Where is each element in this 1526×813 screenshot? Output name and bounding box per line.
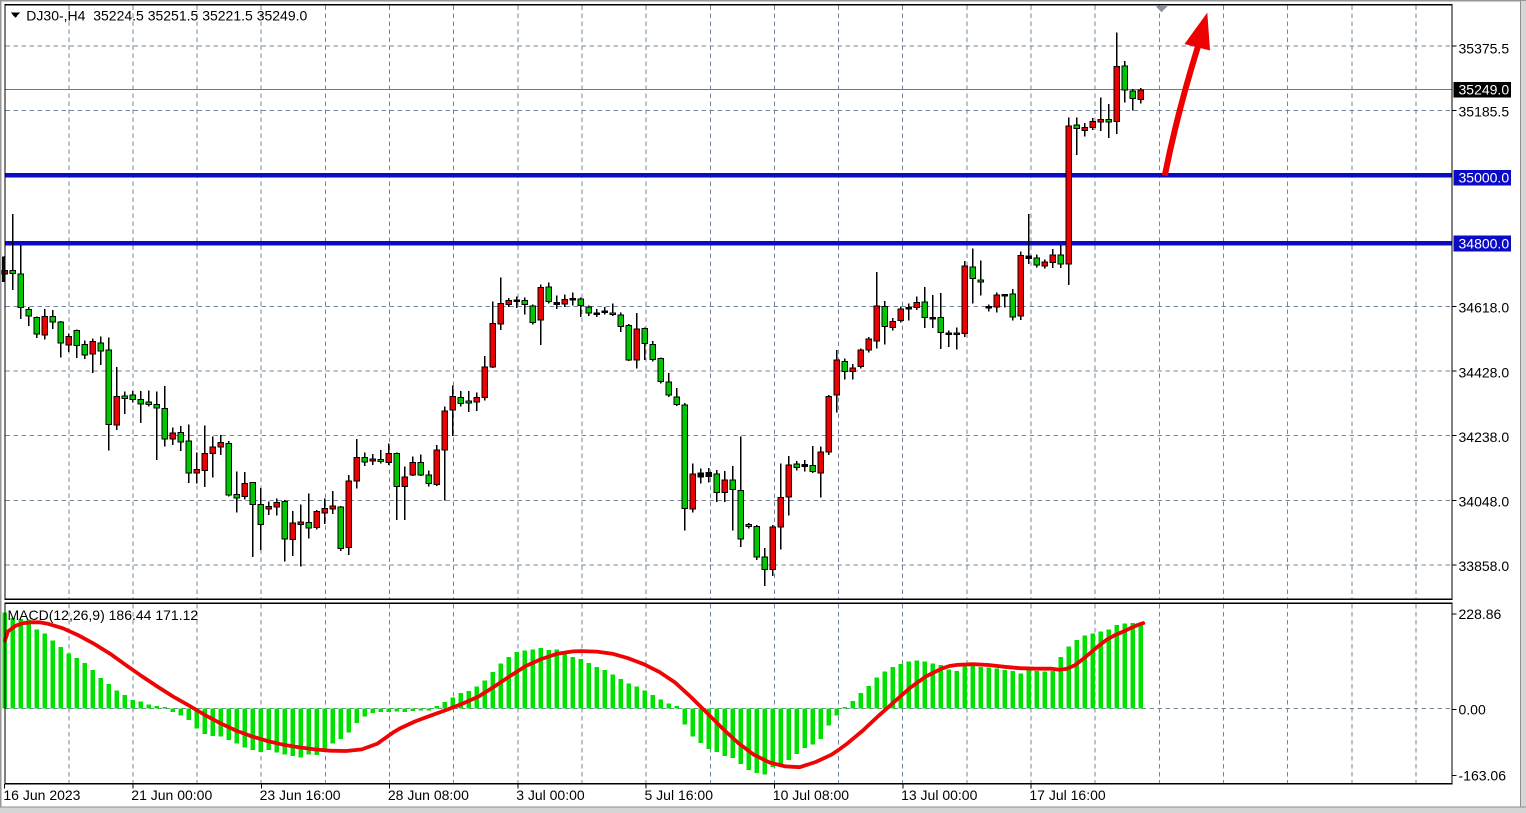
svg-text:3 Jul 00:00: 3 Jul 00:00 — [516, 787, 585, 803]
svg-text:34238.0: 34238.0 — [1459, 429, 1510, 445]
svg-text:34428.0: 34428.0 — [1459, 364, 1510, 380]
svg-text:34800.0: 34800.0 — [1459, 235, 1510, 251]
svg-text:35000.0: 35000.0 — [1459, 170, 1510, 186]
svg-text:-163.06: -163.06 — [1459, 768, 1507, 784]
svg-text:17 Jul 16:00: 17 Jul 16:00 — [1029, 787, 1105, 803]
svg-text:28 Jun 08:00: 28 Jun 08:00 — [388, 787, 469, 803]
svg-text:228.86: 228.86 — [1459, 606, 1502, 622]
svg-text:23 Jun 16:00: 23 Jun 16:00 — [260, 787, 341, 803]
svg-text:16 Jun 2023: 16 Jun 2023 — [3, 787, 80, 803]
svg-text:35185.5: 35185.5 — [1459, 104, 1510, 120]
svg-text:MACD(12,26,9) 186.44 171.12: MACD(12,26,9) 186.44 171.12 — [8, 607, 199, 623]
svg-text:35249.0: 35249.0 — [1459, 81, 1510, 97]
svg-text:33858.0: 33858.0 — [1459, 558, 1510, 574]
svg-text:DJ30-,H4 35224.5 35251.5 3522: DJ30-,H4 35224.5 35251.5 35221.5 35249.0 — [26, 8, 307, 24]
svg-text:34048.0: 34048.0 — [1459, 493, 1510, 509]
svg-text:10 Jul 08:00: 10 Jul 08:00 — [773, 787, 849, 803]
svg-text:34618.0: 34618.0 — [1459, 300, 1510, 316]
svg-text:5 Jul 16:00: 5 Jul 16:00 — [645, 787, 714, 803]
svg-text:13 Jul 00:00: 13 Jul 00:00 — [901, 787, 977, 803]
svg-text:35375.5: 35375.5 — [1459, 41, 1510, 57]
svg-text:21 Jun 00:00: 21 Jun 00:00 — [131, 787, 212, 803]
svg-text:0.00: 0.00 — [1459, 702, 1486, 718]
